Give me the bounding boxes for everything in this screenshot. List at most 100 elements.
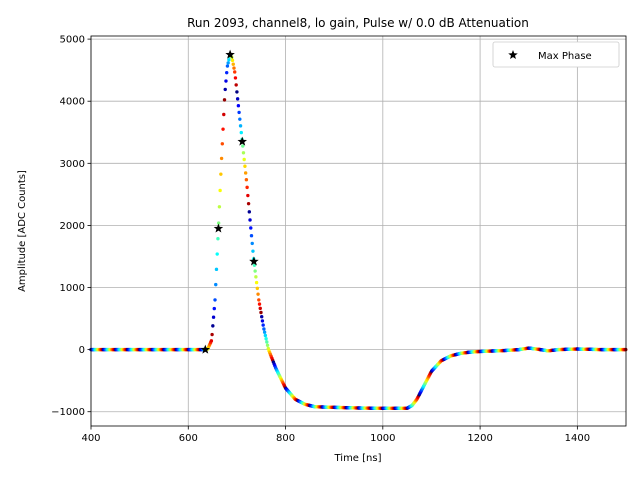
trace-point bbox=[257, 298, 261, 302]
x-tick-label: 1200 bbox=[467, 433, 492, 444]
trace-point bbox=[215, 252, 219, 256]
trace-point bbox=[245, 185, 249, 190]
trace-point bbox=[226, 61, 230, 65]
trace-point bbox=[238, 124, 243, 128]
trace-point bbox=[214, 267, 219, 272]
x-axis-label: Time [ns] bbox=[333, 453, 381, 464]
axis-ticks: 400 600 800 1000 1200 1400 −1000 0 1000 2000 3000 4… bbox=[51, 35, 590, 444]
trace-point bbox=[236, 103, 241, 108]
trace-point bbox=[214, 282, 218, 287]
y-tick-label: −1000 bbox=[51, 407, 85, 418]
trace-point bbox=[223, 87, 227, 92]
max-phase-star bbox=[225, 49, 235, 59]
trace-point bbox=[242, 157, 246, 162]
trace-point bbox=[234, 83, 238, 87]
trace-point bbox=[213, 298, 217, 302]
trace-point bbox=[243, 171, 248, 175]
trace-point bbox=[222, 112, 226, 117]
trace-point bbox=[250, 241, 254, 246]
trace-point bbox=[262, 327, 266, 331]
trace-point bbox=[259, 310, 263, 315]
trace-point bbox=[227, 58, 231, 62]
trace-point bbox=[212, 306, 216, 311]
trace-point bbox=[241, 144, 245, 148]
y-tick-label: 4000 bbox=[60, 97, 85, 108]
trace-point bbox=[247, 210, 252, 214]
y-tick-label: 3000 bbox=[60, 159, 85, 170]
y-tick-label: 0 bbox=[79, 345, 85, 356]
trace-point bbox=[237, 110, 241, 115]
trace-point bbox=[251, 249, 255, 253]
trace-point bbox=[211, 315, 216, 319]
trace-point bbox=[255, 286, 260, 291]
trace-point bbox=[219, 156, 224, 161]
trace-point bbox=[241, 151, 246, 155]
trace-point bbox=[221, 127, 225, 131]
max-phase-markers bbox=[200, 49, 259, 354]
trace-point bbox=[254, 275, 258, 279]
grid bbox=[90, 36, 626, 426]
trace-point bbox=[258, 306, 262, 311]
trace-point bbox=[261, 323, 265, 327]
trace-point bbox=[225, 64, 230, 68]
trace-point bbox=[235, 97, 240, 101]
trace-point bbox=[224, 79, 228, 83]
trace-point bbox=[225, 70, 229, 75]
x-tick-label: 1400 bbox=[565, 433, 590, 444]
trace-point bbox=[238, 117, 242, 121]
trace-point bbox=[222, 98, 227, 102]
trace-point bbox=[244, 178, 249, 182]
trace-point bbox=[256, 292, 260, 296]
y-tick-label: 2000 bbox=[60, 221, 85, 232]
legend: Max Phase bbox=[492, 41, 620, 68]
trace-point bbox=[254, 280, 259, 285]
max-phase-star bbox=[237, 136, 248, 146]
max-phase-star bbox=[213, 223, 224, 233]
trace-point bbox=[252, 263, 257, 267]
trace-point bbox=[218, 188, 222, 193]
trace-point bbox=[260, 319, 265, 323]
trace-point bbox=[257, 302, 262, 306]
trace-point bbox=[235, 90, 239, 94]
y-tick-label: 5000 bbox=[60, 35, 85, 46]
trace-point bbox=[243, 164, 247, 168]
x-tick-label: 1000 bbox=[370, 433, 395, 444]
legend-label-max-phase: Max Phase bbox=[538, 51, 592, 62]
chart-title: Run 2093, channel8, lo gain, Pulse w/ 0.… bbox=[187, 16, 529, 30]
pulse-trace bbox=[89, 53, 628, 410]
trace-point bbox=[209, 339, 214, 343]
x-tick-label: 600 bbox=[179, 433, 198, 444]
trace-point bbox=[263, 333, 268, 338]
trace-point bbox=[264, 337, 268, 341]
trace-point bbox=[220, 142, 225, 146]
trace-point bbox=[210, 332, 214, 337]
trace-point bbox=[253, 269, 257, 273]
max-phase-star bbox=[200, 344, 211, 354]
trace-point bbox=[260, 315, 264, 319]
trace-point bbox=[246, 193, 250, 198]
trace-point bbox=[231, 62, 235, 66]
trace-point bbox=[233, 76, 238, 80]
trace-point bbox=[230, 58, 235, 63]
max-phase-star bbox=[249, 256, 259, 266]
trace-point bbox=[265, 340, 269, 344]
trace-point bbox=[232, 66, 236, 70]
trace-point bbox=[248, 218, 252, 222]
trace-point bbox=[216, 237, 220, 241]
trace-point bbox=[249, 226, 253, 230]
trace-point bbox=[239, 130, 243, 135]
trace-point bbox=[249, 234, 254, 238]
trace-point bbox=[265, 343, 270, 347]
y-axis-label: Amplitude [ADC Counts] bbox=[17, 170, 28, 292]
trace-point bbox=[262, 330, 267, 334]
trace-point bbox=[246, 201, 251, 206]
x-tick-label: 400 bbox=[81, 433, 100, 444]
trace-point bbox=[219, 172, 223, 176]
trace-point bbox=[211, 324, 215, 328]
trace-point bbox=[233, 70, 237, 74]
trace-point bbox=[216, 221, 221, 225]
legend-star-icon bbox=[508, 50, 518, 60]
x-tick-label: 800 bbox=[276, 433, 295, 444]
plot-frame bbox=[90, 35, 627, 427]
